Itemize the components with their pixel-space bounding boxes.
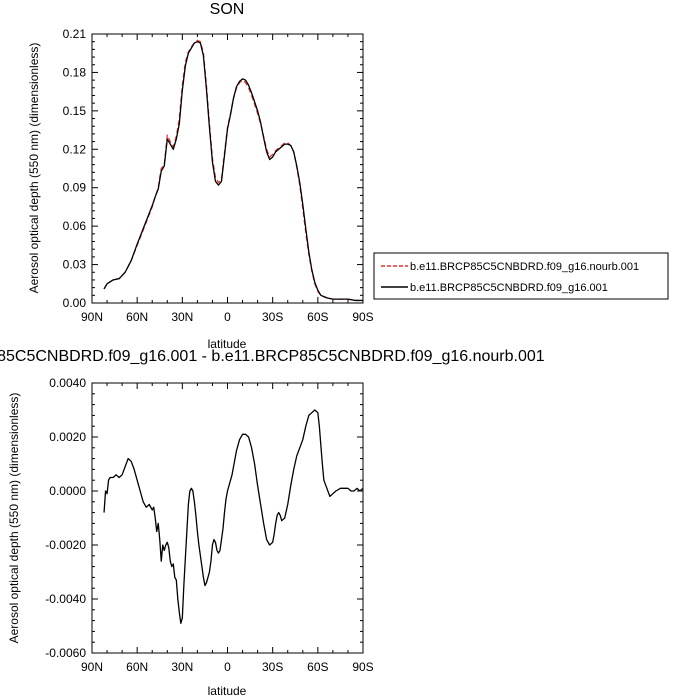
top-chart-title: SON [210,1,245,18]
bottom-x-axis-title: latitude [208,684,247,698]
x-tick-label: 90S [352,660,373,674]
bottom-series-line [103,409,364,624]
legend-label-base: b.e11.BRCP85C5CNBDRD.f09_g16.001 [410,282,608,294]
y-tick-label: -0.0040 [45,592,86,606]
x-tick-label: 30N [171,660,193,674]
x-tick-label: 60S [307,660,328,674]
x-tick-label: 60S [307,310,328,324]
legend: b.e11.BRCP85C5CNBDRD.f09_g16.nourb.001 b… [373,252,669,300]
top-y-axis: 0.00 0.03 0.06 0.09 0.12 0.15 0.18 0.21 [63,27,363,310]
bottom-y-axis: -0.0060 -0.0040 -0.0020 0.0000 0.0020 0.0040 [45,376,363,660]
top-x-axis-title: latitude [208,337,247,351]
y-tick-label: 0.09 [63,181,87,195]
series-line-0 [103,39,363,302]
top-y-axis-title: Aerosol optical depth (550 nm) (dimensio… [27,43,41,294]
bottom-y-axis-title: Aerosol optical depth (550 nm) (dimensio… [7,393,21,644]
x-tick-label: 60N [126,310,148,324]
y-tick-label: 0.00 [63,296,87,310]
x-tick-label: 90N [81,660,103,674]
top-chart: SON 90N 60N 30N 0 30S 60S 90S 0.00 0.03 0.06 0.09… [27,1,374,351]
x-tick-label: 30S [262,310,283,324]
x-tick-label: 30N [171,310,193,324]
x-tick-label: 30S [262,660,283,674]
y-tick-label: -0.0020 [45,538,86,552]
series-line-1 [103,41,363,302]
y-tick-label: 0.0040 [49,376,86,390]
top-x-axis: 90N 60N 30N 0 30S 60S 90S [81,34,374,324]
y-tick-label: -0.0060 [45,646,86,660]
x-tick-label: 0 [224,660,231,674]
y-tick-label: 0.06 [63,219,87,233]
top-series-lines [103,39,363,302]
x-tick-label: 0 [224,310,231,324]
bottom-chart-title: b.e11.BRCP85C5CNBDRD.f09_g16.001 - b.e11… [0,348,545,365]
x-tick-label: 90N [81,310,103,324]
y-tick-label: 0.18 [63,65,87,79]
bottom-x-axis: 90N 60N 30N 0 30S 60S 90S [81,383,374,674]
y-tick-label: 0.12 [63,142,87,156]
x-tick-label: 90S [352,310,373,324]
y-tick-label: 0.0000 [49,484,86,498]
series-line-0 [103,409,364,624]
y-tick-label: 0.03 [63,258,87,272]
x-tick-label: 60N [126,660,148,674]
bottom-chart: b.e11.BRCP85C5CNBDRD.f09_g16.001 - b.e11… [0,348,545,698]
legend-frame [373,252,669,300]
y-tick-label: 0.15 [63,104,87,118]
top-plot-frame [91,33,364,304]
y-tick-label: 0.21 [63,27,87,41]
y-tick-label: 0.0020 [49,430,86,444]
bottom-plot-frame [91,382,364,654]
legend-label-nourb: b.e11.BRCP85C5CNBDRD.f09_g16.nourb.001 [410,261,639,273]
